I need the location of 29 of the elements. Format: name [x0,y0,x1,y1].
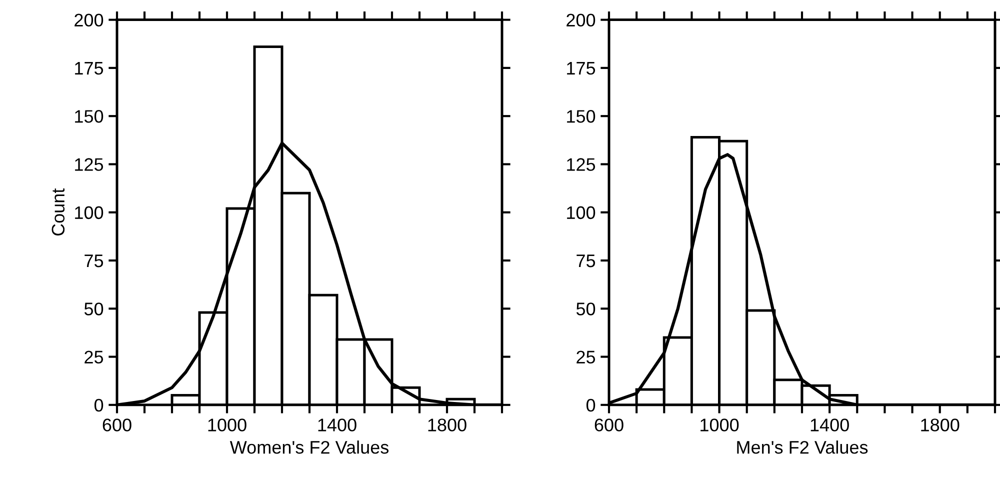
x-tick-label: 1000 [700,418,739,432]
y-tick-label: 150 [567,110,596,123]
y-tick-label: 50 [84,302,104,316]
y-tick-label: 0 [94,398,104,412]
y-tick-label: 25 [84,350,104,364]
y-tick-label: 200 [566,14,596,27]
y-tick-label: 75 [576,254,596,268]
y-tick-label: 100 [75,206,104,220]
y-tick-label: 200 [74,14,104,27]
y-tick-label: 100 [567,206,596,220]
x-tick-label: 1800 [428,418,466,432]
y-tick-label: 50 [576,302,596,316]
x-axis-title: Women's F2 Values [230,440,389,454]
y-tick-label: 0 [586,398,596,412]
x-axis-title: Men's F2 Values [737,440,868,454]
y-tick-label: 150 [75,110,104,123]
x-tick-label: 1000 [208,418,246,432]
y-tick-label: 125 [75,158,104,171]
x-tick-label: 600 [594,418,624,432]
y-tick-label: 25 [576,350,596,364]
y-tick-label: 175 [567,62,596,75]
x-tick-label: 1800 [921,418,960,432]
x-tick-label: 1400 [810,418,849,432]
y-tick-label: 125 [567,158,596,171]
y-tick-label: 175 [75,62,104,75]
x-tick-label: 600 [102,418,132,432]
x-tick-label: 1400 [318,418,356,432]
y-tick-label: 75 [84,254,104,268]
y-axis-title: Count [52,188,65,236]
